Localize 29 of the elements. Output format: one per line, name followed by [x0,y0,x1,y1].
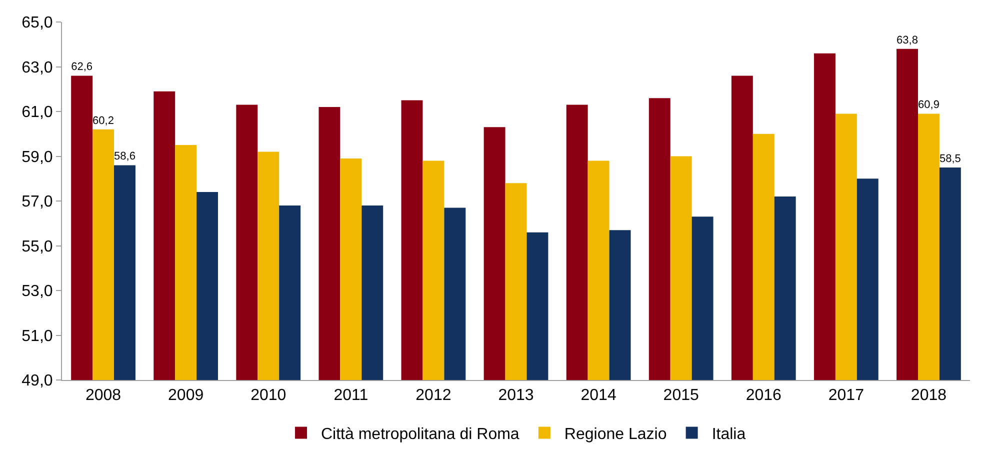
x-tick-label: 2016 [746,387,782,404]
data-label: 63,8 [896,34,918,46]
x-tick-label: 2012 [416,387,452,404]
x-tick-label: 2015 [663,387,699,404]
data-label: 58,6 [114,150,136,163]
y-tick-label: 61,0 [22,104,53,122]
x-tick-label: 2010 [250,387,286,404]
legend-label: Città metropolitana di Roma [321,426,520,443]
data-label: 60,9 [918,99,940,112]
y-tick-label: 55,0 [22,238,53,256]
legend-label: Italia [712,426,746,443]
y-tick-label: 53,0 [22,283,53,300]
data-label: 62,6 [71,61,93,74]
x-tick-label: 2014 [580,387,616,404]
y-tick-label: 57,0 [22,194,53,211]
x-tick-label: 2008 [85,387,122,404]
x-tick-label: 2018 [910,387,947,404]
y-tick-label: 59,0 [22,148,53,166]
y-tick-label: 51,0 [22,328,53,345]
y-tick-label: 63,0 [22,59,53,76]
x-tick-label: 2009 [168,387,204,404]
legend-label: Regione Lazio [564,426,667,443]
y-tick-label: 65,0 [22,14,53,32]
data-label: 60,2 [92,114,114,127]
x-tick-label: 2011 [334,387,368,404]
x-tick-label: 2013 [498,387,534,404]
x-tick-label: 2017 [828,387,864,404]
y-tick-label: 49,0 [22,372,53,390]
data-label: 58,5 [939,152,961,165]
